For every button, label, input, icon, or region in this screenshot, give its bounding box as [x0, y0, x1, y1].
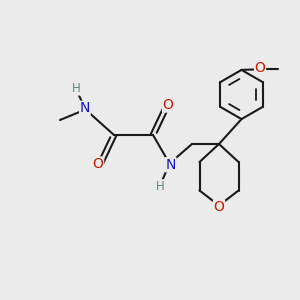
Text: H: H: [72, 82, 81, 95]
Text: O: O: [163, 98, 173, 112]
Text: N: N: [166, 158, 176, 172]
Text: O: O: [214, 200, 224, 214]
Text: O: O: [93, 157, 104, 171]
Text: H: H: [155, 180, 164, 193]
Text: O: O: [255, 61, 266, 75]
Text: N: N: [80, 101, 90, 115]
